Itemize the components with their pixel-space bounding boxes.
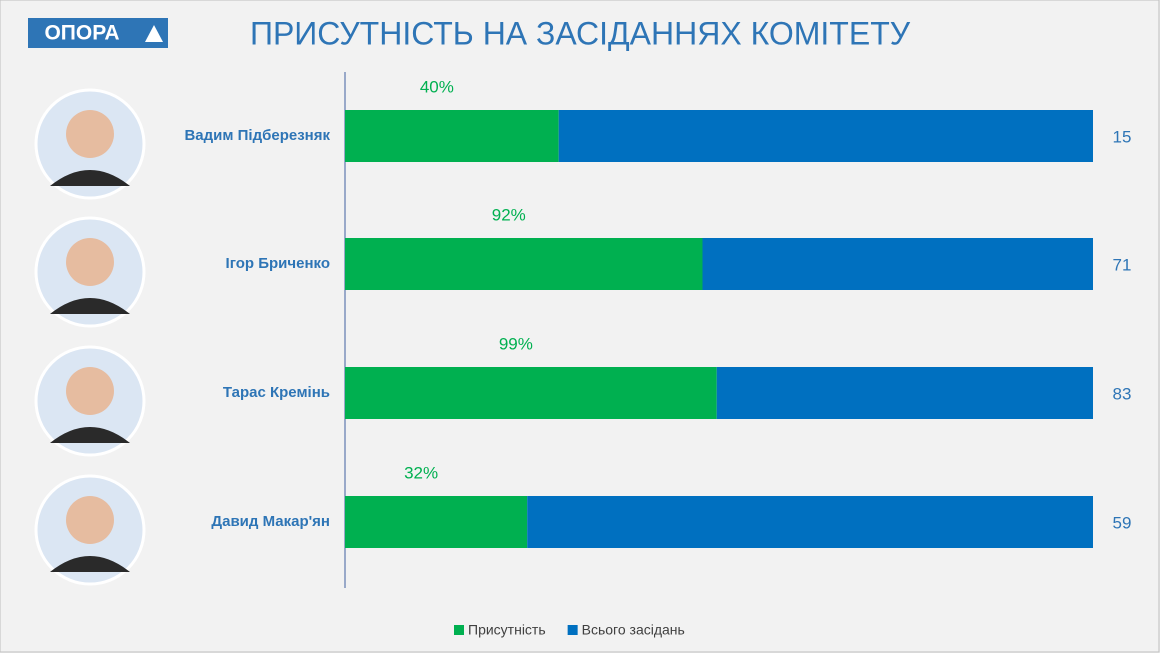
photo-face bbox=[66, 367, 114, 415]
total-label: 83 bbox=[1113, 384, 1132, 403]
logo: ОПОРА bbox=[44, 22, 119, 45]
total-label: 71 bbox=[1113, 255, 1132, 274]
photo-suit bbox=[50, 170, 130, 186]
bar-segment bbox=[702, 238, 1093, 290]
bar-segment bbox=[716, 367, 1093, 419]
bar-segment bbox=[558, 110, 1093, 162]
percent-label: 32% bbox=[404, 463, 438, 482]
legend-label: Присутність bbox=[468, 622, 546, 638]
photo-suit bbox=[50, 427, 130, 443]
bar-segment bbox=[345, 110, 559, 162]
category-label: Вадим Підберезняк bbox=[184, 127, 330, 144]
logo-box bbox=[28, 18, 168, 48]
bar-segment bbox=[345, 367, 717, 419]
total-label: 15 bbox=[1113, 127, 1132, 146]
category-label: Ігор Бриченко bbox=[226, 255, 330, 272]
bar-segment bbox=[345, 496, 528, 548]
category-label: Тарас Кремінь bbox=[223, 384, 330, 401]
legend-swatch bbox=[567, 625, 578, 635]
photo-face bbox=[66, 496, 114, 544]
category-label: Давид Макар'ян bbox=[211, 513, 330, 530]
percent-label: 92% bbox=[492, 205, 526, 224]
bar-segment bbox=[345, 238, 703, 290]
logo-triangle bbox=[145, 25, 163, 42]
total-label: 59 bbox=[1113, 513, 1132, 532]
percent-label: 40% bbox=[420, 77, 454, 96]
photo-suit bbox=[50, 556, 130, 572]
legend-swatch bbox=[454, 625, 464, 635]
legend-label: Всього засідань bbox=[582, 622, 685, 638]
photo-suit bbox=[50, 298, 130, 314]
photo-face bbox=[66, 110, 114, 158]
bar-segment bbox=[527, 496, 1093, 548]
photo-face bbox=[66, 238, 114, 286]
percent-label: 99% bbox=[499, 334, 533, 353]
chart-title: ПРИСУТНІСТЬ НА ЗАСІДАННЯХ КОМІТЕТУ bbox=[250, 15, 911, 51]
